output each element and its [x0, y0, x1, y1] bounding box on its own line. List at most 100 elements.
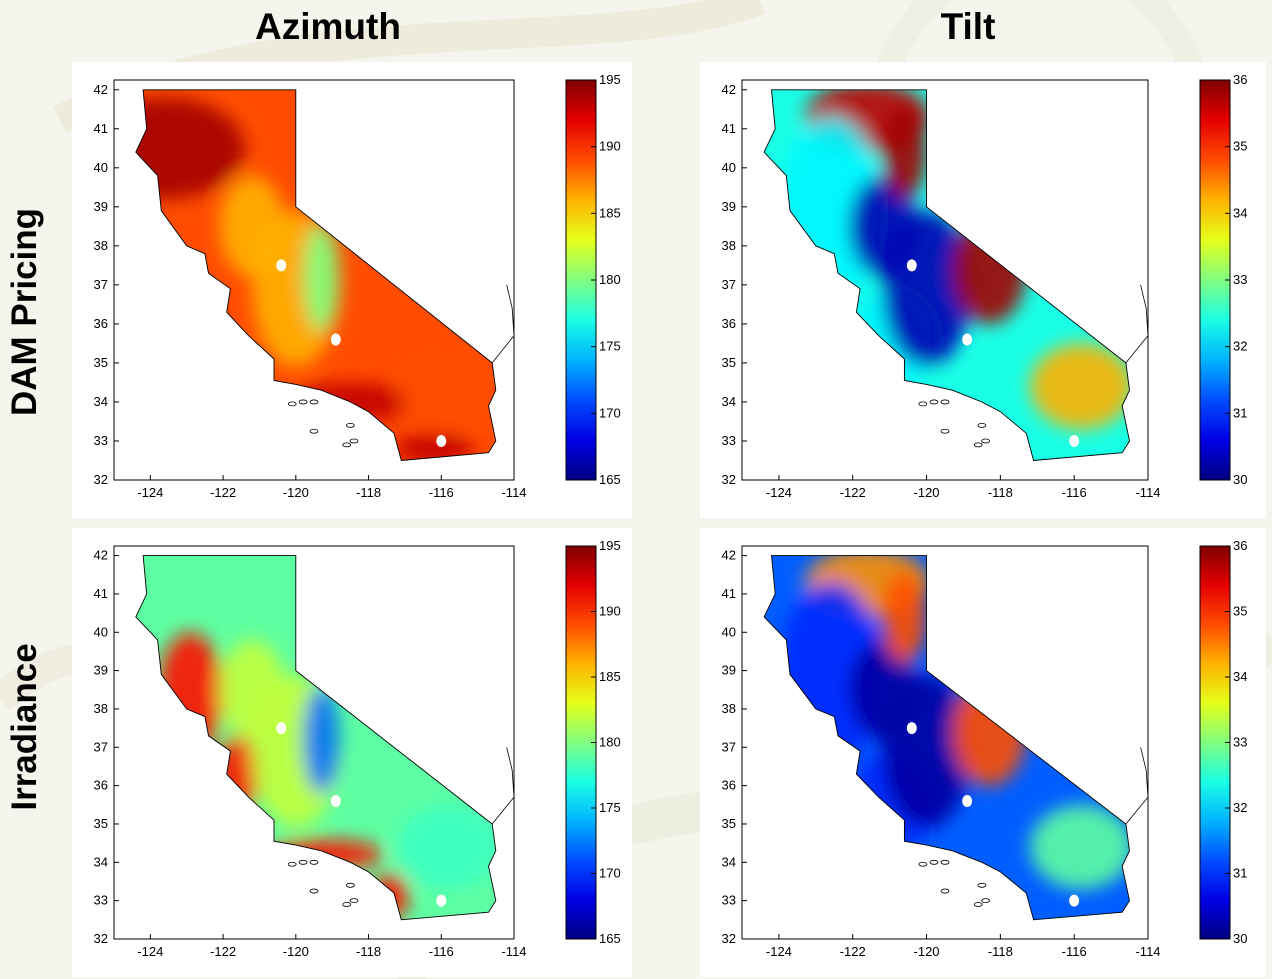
lake-mask	[276, 259, 287, 272]
island-outline	[342, 902, 352, 907]
heatmap-field	[135, 555, 496, 920]
x-tick-label: -120	[914, 944, 940, 959]
y-tick-label: 34	[722, 394, 736, 409]
island-outline	[345, 882, 355, 888]
lake-mask	[962, 333, 973, 346]
colorbar-tick-label: 36	[1233, 538, 1247, 553]
y-tick-label: 41	[94, 121, 108, 136]
colorbar-tick-label: 170	[599, 405, 621, 420]
island-outline	[287, 401, 297, 407]
island-outline	[929, 399, 939, 405]
x-tick-label: -114	[1135, 485, 1160, 500]
lake-mask	[276, 722, 287, 735]
x-tick-label: -114	[1135, 944, 1160, 959]
colorbar-tick-label: 180	[599, 735, 621, 750]
colorbar-tick-label: 190	[599, 139, 621, 154]
island-outline	[973, 442, 983, 448]
island-outline	[349, 898, 359, 904]
border-line	[1125, 747, 1149, 825]
island-outline	[981, 438, 991, 444]
x-tick-label: -116	[1062, 485, 1087, 500]
x-tick-label: -116	[429, 944, 454, 959]
island-outline	[287, 861, 297, 867]
island-outline	[298, 859, 308, 865]
x-tick-label: -114	[501, 944, 526, 959]
column-title-tilt: Tilt	[940, 6, 996, 47]
x-tick-label: -124	[137, 485, 163, 500]
colorbar-tick-label: 34	[1233, 205, 1247, 220]
colorbar-tick-label: 33	[1233, 735, 1247, 750]
y-tick-label: 37	[94, 277, 108, 292]
island-outline	[309, 399, 319, 405]
x-tick-label: -120	[914, 485, 940, 500]
panel-irradiance-azimuth: -124 -122 -120 -118 -116 -114 32 33 34 35 36 37 38 39…	[72, 528, 632, 977]
y-tick-label: 35	[722, 816, 736, 831]
y-tick-label: 32	[722, 931, 736, 946]
island-outline	[973, 902, 983, 907]
y-tick-label: 42	[94, 548, 108, 563]
y-tick-label: 41	[94, 586, 108, 601]
state-outline	[135, 89, 497, 461]
panel-irradiance-tilt: -124 -122 -120 -118 -116 -114 32 33 34 35 36 37 38 39…	[700, 528, 1266, 977]
y-tick-label: 34	[94, 394, 108, 409]
island-outline	[345, 422, 355, 428]
island-outline	[309, 859, 319, 865]
island-outline	[309, 888, 319, 894]
colorbar-tick-label: 165	[599, 931, 621, 946]
region-sierra-nevada	[303, 222, 340, 332]
lake-mask	[436, 894, 447, 907]
island-outline	[977, 882, 987, 888]
x-tick-label: -122	[210, 485, 236, 500]
x-tick-label: -124	[137, 944, 163, 959]
y-tick-label: 32	[94, 931, 108, 946]
y-tick-label: 40	[94, 160, 108, 175]
x-tick-label: -120	[283, 485, 309, 500]
y-tick-label: 40	[94, 624, 108, 639]
y-tick-label: 42	[722, 548, 736, 563]
x-tick-label: -122	[840, 944, 866, 959]
region-central-valley	[849, 175, 916, 277]
colorbar-tick-label: 32	[1233, 800, 1247, 815]
lake-mask	[962, 794, 973, 807]
colorbar-tick-label: 31	[1233, 866, 1247, 881]
region-sierra-nevada	[303, 685, 340, 794]
colorbar-tick-label: 31	[1233, 405, 1247, 420]
colorbar-tick-label: 165	[599, 472, 621, 487]
colorbar-tick-label: 32	[1233, 339, 1247, 354]
colorbar-tick-label: 190	[599, 604, 621, 619]
colorbar-tick-label: 185	[599, 205, 621, 220]
y-tick-label: 34	[722, 854, 736, 869]
y-tick-label: 36	[94, 778, 108, 793]
panel-dam-pricing-azimuth: -124 -122 -120 -118 -116 -114 32 33 34 35 36 37 38 39…	[72, 62, 632, 518]
lake-mask	[906, 259, 917, 272]
lake-mask	[330, 333, 341, 346]
x-tick-label: -116	[429, 485, 454, 500]
colorbar-tick-label: 170	[599, 866, 621, 881]
row-title-dam-pricing: DAM Pricing	[5, 207, 44, 417]
y-tick-label: 41	[722, 121, 736, 136]
y-tick-label: 41	[722, 586, 736, 601]
state-outline	[763, 555, 1130, 921]
island-outline	[940, 428, 950, 434]
lake-mask	[1069, 894, 1080, 907]
y-tick-label: 38	[94, 701, 108, 716]
panel-dam-pricing-tilt: -124 -122 -120 -118 -116 -114 32 33 34 35 36 37 38 39…	[700, 62, 1266, 518]
state-outline	[135, 555, 497, 921]
island-outline	[940, 859, 950, 865]
x-tick-label: -118	[356, 944, 381, 959]
region-desert	[1029, 343, 1130, 430]
y-tick-label: 38	[722, 701, 736, 716]
heatmap-irradiance-tilt: -124 -122 -120 -118 -116 -114 32 33 34 35 36 37 38 39…	[722, 538, 1248, 959]
heatmap-irradiance-azimuth: -124 -122 -120 -118 -116 -114 32 33 34 35 36 37 38 39…	[94, 538, 621, 959]
island-outline	[342, 442, 352, 448]
colorbar-tick-label: 36	[1233, 72, 1247, 87]
island-outline	[940, 888, 950, 894]
x-tick-label: -118	[988, 944, 1013, 959]
region-east-sierra	[882, 105, 927, 199]
lake-mask	[1069, 434, 1080, 447]
island-outline	[918, 861, 928, 867]
y-tick-label: 35	[94, 355, 108, 370]
state-outline	[763, 89, 1130, 461]
y-tick-label: 33	[94, 433, 108, 448]
y-tick-label: 32	[94, 472, 108, 487]
